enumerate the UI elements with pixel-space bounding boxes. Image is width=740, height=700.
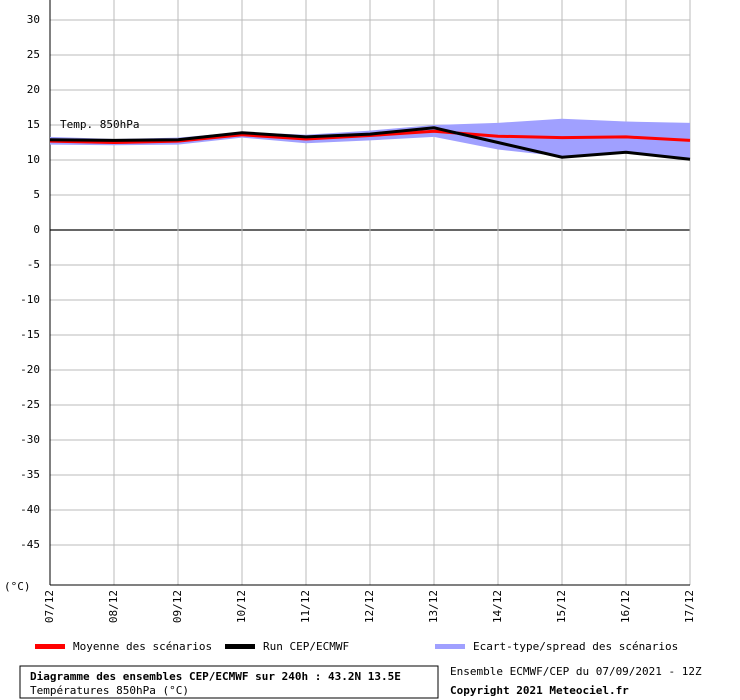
y-tick-label: 30: [27, 13, 40, 26]
x-tick-label: 08/12: [107, 590, 120, 623]
y-tick-label: 0: [33, 223, 40, 236]
legend-swatch: [35, 644, 65, 649]
y-tick-label: -5: [27, 258, 40, 271]
x-tick-label: 12/12: [363, 590, 376, 623]
y-tick-label: -20: [20, 363, 40, 376]
title-box: [19, 665, 439, 699]
x-tick-label: 10/12: [235, 590, 248, 623]
x-tick-label: 14/12: [491, 590, 504, 623]
legend-swatch: [225, 644, 255, 649]
x-tick-label: 13/12: [427, 590, 440, 623]
y-tick-label: 5: [33, 188, 40, 201]
spread-band: [50, 118, 690, 158]
legend-label: Ecart-type/spread des scénarios: [473, 640, 678, 653]
y-tick-label: 20: [27, 83, 40, 96]
y-tick-label: -40: [20, 503, 40, 516]
chart-title: Diagramme des ensembles CEP/ECMWF sur 24…: [30, 670, 401, 683]
y-axis-label: (°C): [4, 580, 31, 593]
y-tick-label: 15: [27, 118, 40, 131]
info: Ensemble ECMWF/CEP du 07/09/2021 - 12Z: [450, 665, 702, 678]
x-tick-label: 15/12: [555, 590, 568, 623]
legend-swatch: [435, 644, 465, 649]
y-tick-label: 10: [27, 153, 40, 166]
y-tick-label: -45: [20, 538, 40, 551]
legend-label: Run CEP/ECMWF: [263, 640, 349, 653]
annotation: Temp. 850hPa: [60, 118, 139, 131]
legend-label: Moyenne des scénarios: [73, 640, 212, 653]
plot: [49, 0, 691, 586]
y-tick-label: -15: [20, 328, 40, 341]
x-tick-label: 16/12: [619, 590, 632, 623]
line: [49, 126, 691, 161]
x-tick-label: 11/12: [299, 590, 312, 623]
y-tick-label: 25: [27, 48, 40, 61]
y-tick-label: -35: [20, 468, 40, 481]
x-tick-label: 09/12: [171, 590, 184, 623]
x-tick-label: 07/12: [43, 590, 56, 623]
x-tick-label: 17/12: [683, 590, 696, 623]
y-tick-label: -25: [20, 398, 40, 411]
y-tick-label: -10: [20, 293, 40, 306]
chart-subtitle: Températures 850hPa (°C): [30, 684, 189, 697]
copyright: Copyright 2021 Meteociel.fr: [450, 684, 629, 697]
y-tick-label: -30: [20, 433, 40, 446]
